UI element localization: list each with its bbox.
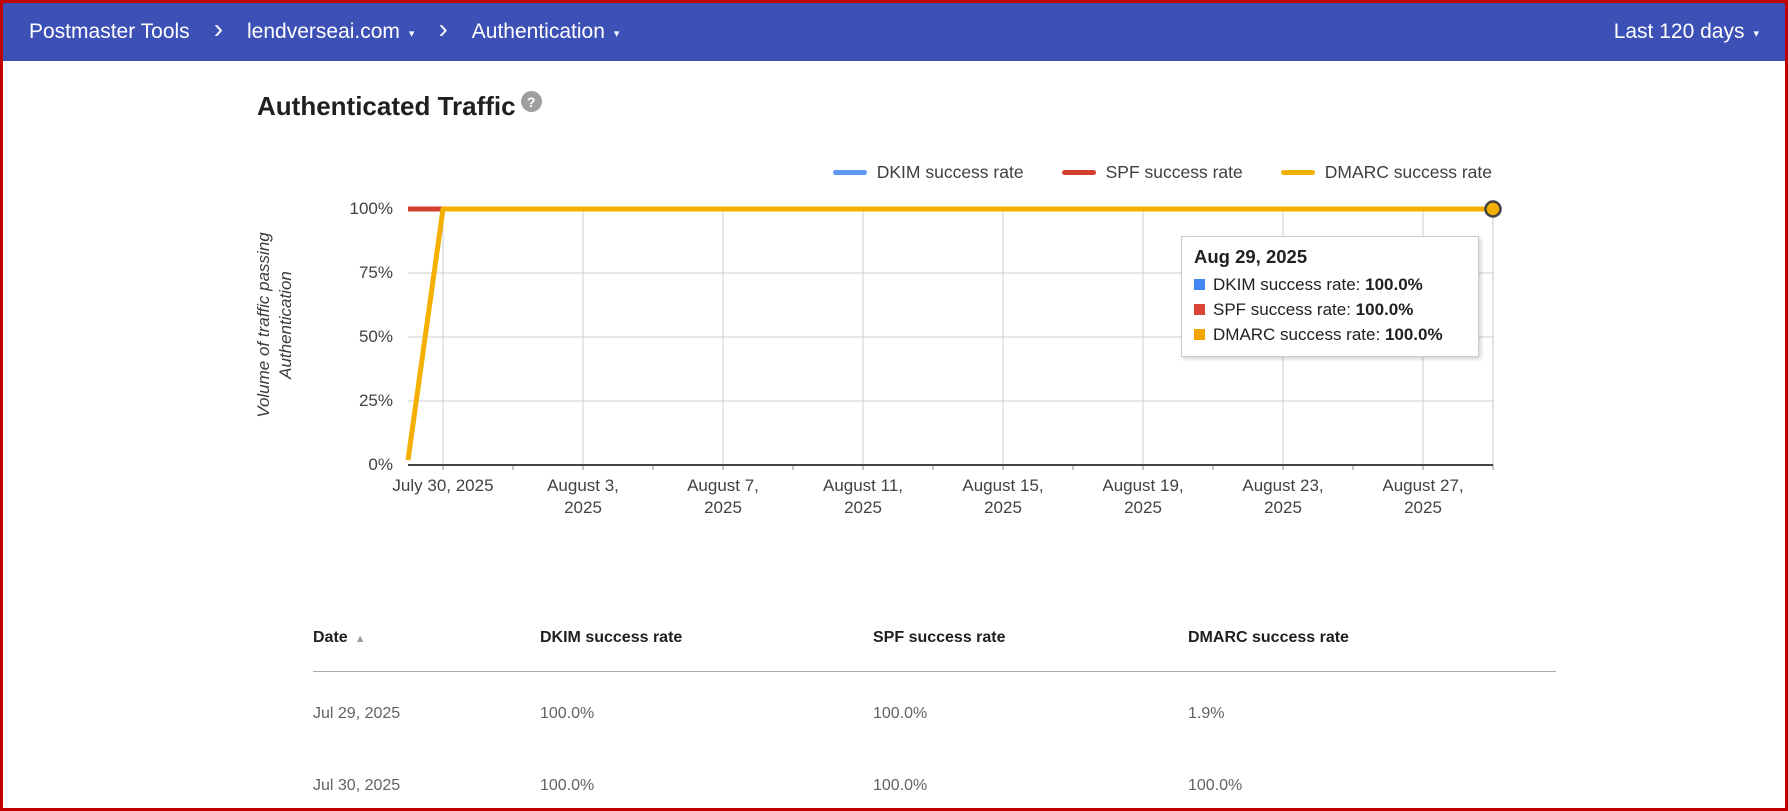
sort-ascending-icon: ▲ [355,633,366,645]
table-cell: 100.0% [540,777,873,795]
domain-selector-label: lendverseai.com [247,20,400,44]
table-row: Jul 29, 2025100.0%100.0%1.9% [313,705,1556,723]
date-range-selector[interactable]: Last 120 days ▾ [1614,20,1759,44]
table-cell: Jul 29, 2025 [313,705,540,723]
caret-down-icon: ▾ [614,27,620,40]
tooltip-date: Aug 29, 2025 [1194,246,1466,268]
x-tick-label: August 15,2025 [928,475,1078,519]
x-tick-label: August 7,2025 [648,475,798,519]
date-range-label: Last 120 days [1614,20,1745,44]
table-cell: 100.0% [1188,777,1556,795]
tooltip-value: 100.0% [1356,300,1414,319]
x-tick-label: August 19,2025 [1068,475,1218,519]
table-header-row: Date ▲ DKIM success rate SPF success rate DM… [313,629,1556,647]
tooltip-series-swatch-icon [1194,329,1205,340]
x-tick-label: August 23,2025 [1208,475,1358,519]
x-tick-label: July 30, 2025 [368,475,518,497]
x-tick-label: August 11,2025 [788,475,938,519]
postmaster-tools-window: Postmaster Tools › lendverseai.com ▾ › A… [0,0,1788,811]
table-column-header[interactable]: DKIM success rate [540,629,873,647]
table-cell: 1.9% [1188,705,1556,723]
table-cell: Jul 30, 2025 [313,777,540,795]
table-cell: 100.0% [540,705,873,723]
table-column-header-label: Date [313,629,348,646]
table-column-header-label: DKIM success rate [540,629,682,646]
x-tick-label: August 3,2025 [508,475,658,519]
breadcrumb-chevron-icon: › [438,15,447,43]
tooltip-label: DMARC success rate: 100.0% [1213,322,1443,347]
table-row: Jul 30, 2025100.0%100.0%100.0% [313,777,1556,795]
y-axis-title-line: Volume of traffic passing [253,195,275,455]
page-title: Authenticated Traffic [257,91,516,122]
tooltip-series-swatch-icon [1194,279,1205,290]
y-axis-title-line: Authentication [275,195,297,455]
table-divider [313,671,1556,672]
auth-table: Date ▲ DKIM success rate SPF success rate DM… [313,625,1556,811]
tooltip-row: SPF success rate: 100.0% [1194,297,1466,322]
table-column-header[interactable]: SPF success rate [873,629,1188,647]
table-cell: 100.0% [873,705,1188,723]
table-column-header[interactable]: Date ▲ [313,629,540,647]
caret-down-icon: ▾ [1753,27,1759,40]
x-tick-label: August 27,2025 [1348,475,1498,519]
table-column-header-label: SPF success rate [873,629,1006,646]
tooltip-row: DKIM success rate: 100.0% [1194,272,1466,297]
series-end-marker [1486,202,1501,217]
tooltip-label: DKIM success rate: 100.0% [1213,272,1423,297]
page-title-row: Authenticated Traffic ? [257,91,542,122]
help-icon[interactable]: ? [521,91,542,112]
domain-selector[interactable]: lendverseai.com ▾ [247,20,414,44]
tooltip-value: 100.0% [1385,325,1443,344]
table-cell: 100.0% [873,777,1188,795]
tooltip-series-swatch-icon [1194,304,1205,315]
breadcrumb-chevron-icon: › [214,15,223,43]
breadcrumb: Postmaster Tools › lendverseai.com ▾ › A… [29,18,619,46]
tooltip-value: 100.0% [1365,275,1423,294]
chart-tooltip: Aug 29, 2025 DKIM success rate: 100.0%SP… [1181,236,1479,357]
tooltip-row: DMARC success rate: 100.0% [1194,322,1466,347]
y-axis-title: Volume of traffic passingAuthentication [253,195,297,455]
tooltip-rows: DKIM success rate: 100.0%SPF success rat… [1194,272,1466,347]
table-column-header-label: DMARC success rate [1188,629,1349,646]
app-title[interactable]: Postmaster Tools [29,20,190,44]
caret-down-icon: ▾ [409,27,415,40]
tooltip-label: SPF success rate: 100.0% [1213,297,1413,322]
table-column-header[interactable]: DMARC success rate [1188,629,1556,647]
top-navigation-bar: Postmaster Tools › lendverseai.com ▾ › A… [3,3,1785,61]
section-selector[interactable]: Authentication ▾ [472,20,620,44]
section-selector-label: Authentication [472,20,605,44]
